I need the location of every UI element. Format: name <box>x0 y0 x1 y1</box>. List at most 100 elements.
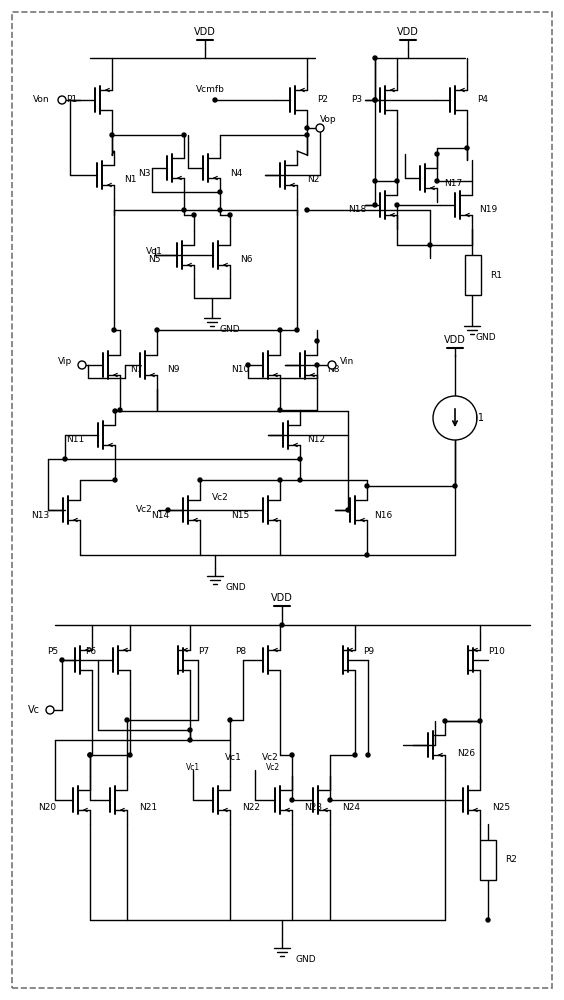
Text: Vcmfb: Vcmfb <box>196 86 224 95</box>
Circle shape <box>88 753 92 757</box>
Circle shape <box>290 753 294 757</box>
Circle shape <box>478 719 482 723</box>
Text: N5: N5 <box>148 255 160 264</box>
Text: N12: N12 <box>307 436 325 444</box>
Circle shape <box>305 133 309 137</box>
Circle shape <box>433 396 477 440</box>
Text: N24: N24 <box>342 804 360 812</box>
Circle shape <box>298 478 302 482</box>
Circle shape <box>366 753 370 757</box>
Circle shape <box>298 457 302 461</box>
Text: Von: Von <box>33 96 50 104</box>
Text: N2: N2 <box>307 176 319 184</box>
Text: N13: N13 <box>31 510 49 520</box>
Text: Vc1: Vc1 <box>224 754 241 762</box>
Circle shape <box>192 213 196 217</box>
Circle shape <box>290 798 294 802</box>
Circle shape <box>58 96 66 104</box>
Circle shape <box>443 719 447 723</box>
Text: N11: N11 <box>66 436 84 444</box>
Text: Vc1: Vc1 <box>146 247 163 256</box>
Text: VDD: VDD <box>444 335 466 345</box>
Circle shape <box>315 339 319 343</box>
Circle shape <box>166 508 170 512</box>
Circle shape <box>246 363 250 367</box>
Circle shape <box>316 124 324 132</box>
Circle shape <box>373 56 377 60</box>
Circle shape <box>63 457 67 461</box>
Text: R2: R2 <box>505 856 517 864</box>
Circle shape <box>110 133 114 137</box>
Text: N17: N17 <box>444 178 462 188</box>
Circle shape <box>112 328 116 332</box>
Text: Vop: Vop <box>320 115 336 124</box>
Circle shape <box>373 98 377 102</box>
Circle shape <box>315 363 319 367</box>
Circle shape <box>305 126 309 130</box>
Text: N4: N4 <box>230 168 242 178</box>
Text: N23: N23 <box>304 804 322 812</box>
Text: N8: N8 <box>327 365 340 374</box>
Circle shape <box>365 484 369 488</box>
Circle shape <box>280 623 284 627</box>
Text: N10: N10 <box>231 365 249 374</box>
Text: Vc2: Vc2 <box>136 506 153 514</box>
Text: GND: GND <box>220 326 241 334</box>
Text: P4: P4 <box>478 96 488 104</box>
Text: N21: N21 <box>139 804 157 812</box>
Text: N20: N20 <box>38 804 56 812</box>
Circle shape <box>328 798 332 802</box>
Text: P6: P6 <box>85 648 96 656</box>
Circle shape <box>182 133 186 137</box>
Circle shape <box>188 728 192 732</box>
Text: N14: N14 <box>151 510 169 520</box>
Text: P5: P5 <box>47 648 58 656</box>
Text: N19: N19 <box>479 206 497 215</box>
Text: GND: GND <box>296 956 316 964</box>
Text: N22: N22 <box>242 804 260 812</box>
Text: N18: N18 <box>348 206 366 215</box>
Text: N15: N15 <box>231 510 249 520</box>
Circle shape <box>278 408 282 412</box>
Circle shape <box>213 98 217 102</box>
Circle shape <box>228 718 232 722</box>
Bar <box>480 840 496 880</box>
Circle shape <box>113 409 117 413</box>
Circle shape <box>453 484 457 488</box>
Text: N3: N3 <box>138 168 150 178</box>
Circle shape <box>486 918 490 922</box>
Circle shape <box>365 553 369 557</box>
Text: Vc1: Vc1 <box>186 764 200 772</box>
Circle shape <box>435 152 439 156</box>
Text: I1: I1 <box>475 413 484 423</box>
Circle shape <box>218 190 222 194</box>
Bar <box>465 255 481 295</box>
Text: VDD: VDD <box>397 27 419 37</box>
Circle shape <box>118 408 122 412</box>
Circle shape <box>295 328 299 332</box>
Text: R1: R1 <box>490 270 502 279</box>
Circle shape <box>155 328 159 332</box>
Circle shape <box>373 179 377 183</box>
Circle shape <box>78 361 86 369</box>
Circle shape <box>346 508 350 512</box>
Text: GND: GND <box>225 584 246 592</box>
Circle shape <box>373 98 377 102</box>
Text: N16: N16 <box>374 510 392 520</box>
Text: N25: N25 <box>492 804 510 812</box>
Circle shape <box>113 478 117 482</box>
Text: P10: P10 <box>488 648 505 656</box>
Circle shape <box>353 753 357 757</box>
Circle shape <box>188 738 192 742</box>
Text: Vc2: Vc2 <box>262 754 279 762</box>
Text: P2: P2 <box>318 96 328 104</box>
Circle shape <box>373 203 377 207</box>
Text: N26: N26 <box>457 748 475 758</box>
Text: Vc2: Vc2 <box>266 764 280 772</box>
Text: N9: N9 <box>167 365 179 374</box>
Text: VDD: VDD <box>194 27 216 37</box>
Text: Vc: Vc <box>28 705 40 715</box>
Circle shape <box>428 243 432 247</box>
Text: N1: N1 <box>124 176 136 184</box>
Circle shape <box>218 208 222 212</box>
